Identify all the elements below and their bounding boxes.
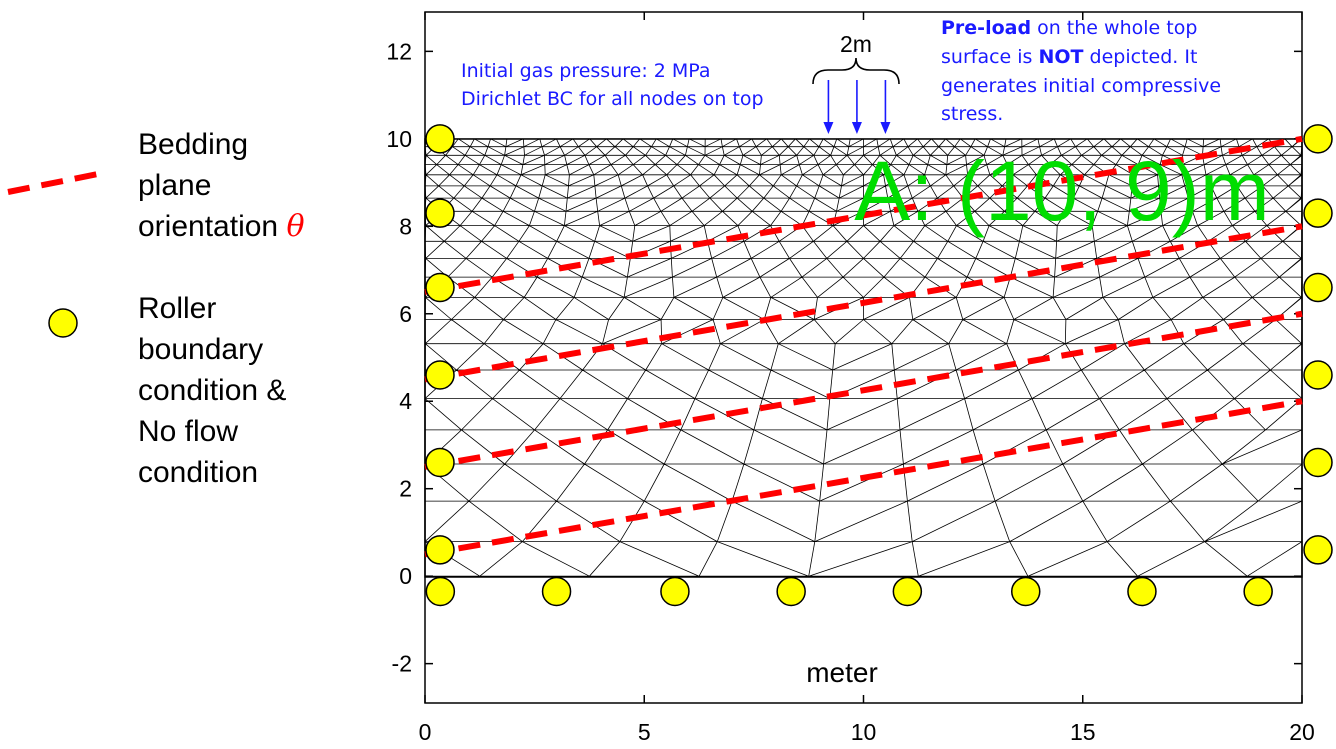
bedding-line-4 [424, 135, 1303, 295]
legend-bedding-swatch [7, 169, 109, 195]
preload-bold-2: NOT [1038, 46, 1083, 68]
preload-rest-2: depicted. It [1084, 46, 1198, 68]
x-tick-label-0: 0 [419, 719, 432, 745]
load-width-label: 2m [840, 31, 872, 57]
roller-bottom-7 [1243, 576, 1273, 607]
roller-left-1 [425, 447, 455, 478]
y-tick-label-3: 6 [399, 301, 412, 327]
bedding-line-2 [424, 310, 1303, 470]
bedding-planes [424, 135, 1303, 558]
roller-left-2 [425, 360, 455, 390]
roller-right-5 [1303, 124, 1333, 154]
legend-roller-icon [48, 308, 78, 338]
roller-left-5 [425, 124, 455, 154]
legend-roller-line-4: No flow [138, 415, 238, 448]
mesh-domain-border [424, 138, 1303, 578]
legend-bedding-line-2: plane [138, 169, 211, 202]
bedding-line-3 [424, 223, 1303, 383]
load-indicator: 2m [812, 31, 900, 134]
legend-roller-line-2: boundary [138, 333, 263, 366]
roller-bottom-5 [1010, 576, 1041, 607]
point-a-label: A: (10, 9)m [854, 144, 1269, 238]
dirichlet-label: Dirichlet BC for all nodes on top [461, 88, 764, 110]
bedding-line-1 [424, 398, 1303, 558]
roller-bottom-2 [660, 576, 690, 607]
y-tick-label-4: 4 [399, 388, 412, 414]
legend-theta-symbol: θ [286, 209, 304, 244]
roller-bottom-3 [776, 576, 806, 607]
legend-bedding-line-3: orientation θ [138, 209, 305, 244]
y-tick-label-5: 2 [399, 476, 412, 502]
roller-right-3 [1303, 272, 1333, 303]
roller-left-0 [425, 535, 455, 565]
roller-right-4 [1303, 198, 1333, 228]
preload-bold-1: Pre-load [941, 17, 1031, 39]
load-arrows [823, 80, 891, 134]
roller-left-3 [425, 272, 455, 303]
y-tick-label-2: 8 [399, 213, 412, 239]
load-arrow-0 [823, 80, 834, 134]
roller-right-2 [1303, 360, 1333, 390]
load-arrow-1 [851, 80, 862, 134]
roller-right-1 [1303, 447, 1333, 478]
legend-roller-line-3: condition & [138, 374, 286, 407]
load-arrow-2 [880, 80, 891, 134]
roller-left-4 [425, 198, 455, 228]
preload-pre-2: surface is [941, 46, 1038, 68]
roller-supports [425, 124, 1333, 607]
x-tick-label-1: 5 [638, 719, 651, 745]
y-tick-label-7: -2 [392, 651, 412, 677]
load-brace [812, 57, 900, 85]
legend-bedding-line-1: Bedding [138, 128, 248, 161]
y-tick-label-0: 12 [386, 38, 412, 64]
preload-rest-1: on the whole top [1031, 17, 1197, 39]
roller-bottom-1 [541, 576, 572, 607]
x-tick-label-3: 15 [1070, 719, 1096, 745]
legend-roller-line-1: Roller [138, 292, 216, 325]
legend-roller-line-5: condition [138, 456, 258, 489]
preload-line-1: Pre-load on the whole top [941, 17, 1197, 39]
x-tick-label-4: 20 [1289, 719, 1315, 745]
preload-line-2: surface is NOT depicted. It [941, 46, 1197, 68]
preload-line-4: stress. [941, 103, 1003, 125]
gas-pressure-label: Initial gas pressure: 2 MPa [461, 60, 711, 82]
legend: Bedding plane orientation θ Roller bound… [7, 128, 305, 489]
legend-bedding-line-3-text: orientation [138, 210, 286, 243]
y-tick-label-1: 10 [386, 126, 412, 152]
roller-right-0 [1303, 535, 1333, 565]
x-tick-label-2: 10 [851, 719, 877, 745]
roller-bottom-4 [892, 576, 923, 607]
x-axis-label: meter [806, 657, 878, 688]
roller-bottom-0 [425, 576, 456, 607]
preload-line-3: generates initial compressive [941, 75, 1221, 97]
roller-bottom-6 [1127, 576, 1157, 607]
y-tick-label-6: 0 [399, 563, 412, 589]
